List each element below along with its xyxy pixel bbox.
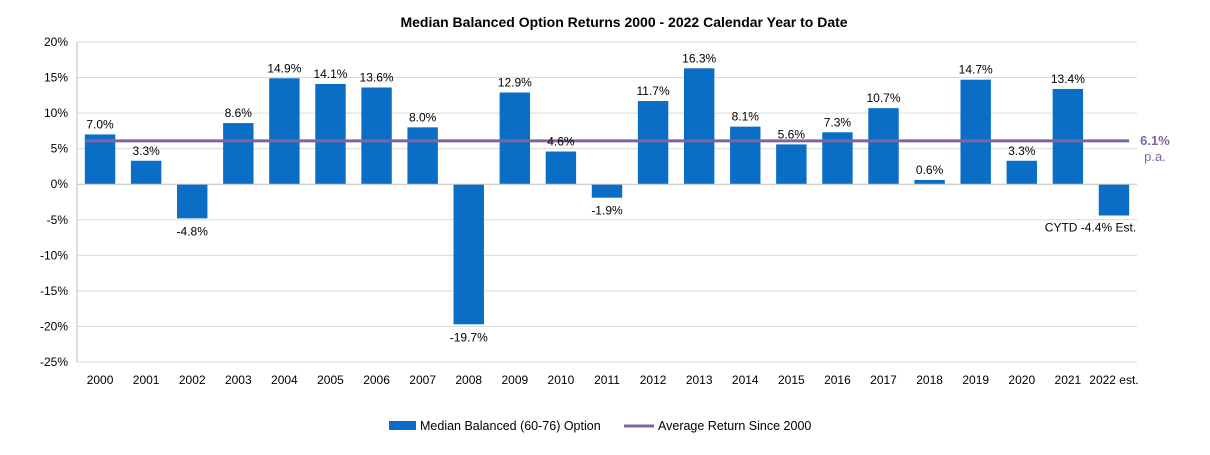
x-tick-label: 2002 [179, 373, 206, 387]
bar-value-label: 0.6% [916, 163, 944, 177]
x-tick-label: 2001 [133, 373, 160, 387]
x-tick-label: 2003 [225, 373, 252, 387]
bar-value-label: CYTD -4.4% Est. [1045, 221, 1136, 235]
bar-value-label: -4.8% [177, 224, 209, 238]
bar [453, 184, 484, 325]
average-line-group: 6.1%p.a. [84, 133, 1170, 164]
x-tick-label: 2021 [1055, 373, 1082, 387]
x-tick-label: 2017 [870, 373, 897, 387]
bar [315, 83, 346, 185]
bar [1006, 160, 1037, 185]
x-tick-label: 2019 [962, 373, 989, 387]
bar [130, 160, 162, 185]
bar-value-label: 14.7% [959, 63, 993, 77]
bar-value-label: 3.3% [1008, 144, 1036, 158]
x-tick-label: 2005 [317, 373, 344, 387]
bar-labels: 7.0% 3.3% -4.8% 8.6% 14.9% 14.1% 13.6% 8.0% -19.… [86, 51, 1136, 344]
bar-value-label: 14.9% [267, 61, 301, 75]
chart-title: Median Balanced Option Returns 2000 - 20… [400, 14, 847, 30]
x-tick-label: 2022 est. [1089, 373, 1138, 387]
bar-value-label: 8.1% [732, 110, 760, 124]
y-tick-label: -5% [47, 213, 69, 227]
x-tick-label: 2007 [409, 373, 436, 387]
bar [407, 127, 438, 185]
bar [499, 92, 531, 185]
bar [223, 123, 254, 185]
bar-value-label: 7.3% [824, 115, 852, 129]
x-tick-label: 2014 [732, 373, 759, 387]
average-unit-label: p.a. [1144, 149, 1166, 164]
bar-value-label: -1.9% [591, 204, 623, 218]
bar [683, 68, 715, 185]
x-tick-label: 2016 [824, 373, 851, 387]
bars-group [84, 68, 1130, 325]
bar-value-label: 10.7% [867, 91, 901, 105]
bar-value-label: 7.0% [86, 117, 114, 131]
bar-value-label: 13.6% [360, 71, 394, 85]
bar [84, 134, 116, 185]
bar-value-label: 5.6% [778, 127, 806, 141]
y-axis: 20% 15% 10% 5% 0% -5% -10% -15% -20% -25% [40, 35, 78, 369]
y-tick-label: 0% [51, 177, 69, 191]
bar [1098, 184, 1130, 216]
bar-value-label: 13.4% [1051, 72, 1085, 86]
bar-value-label: 3.3% [132, 144, 160, 158]
bar [637, 101, 669, 185]
x-tick-label: 2011 [594, 373, 620, 387]
x-tick-label: 2015 [778, 373, 805, 387]
average-value-label: 6.1% [1140, 133, 1170, 148]
bar [868, 108, 899, 185]
bar [545, 151, 577, 185]
bar-value-label: 8.0% [409, 110, 437, 124]
bar-value-label: 11.7% [637, 84, 670, 98]
x-tick-label: 2013 [686, 373, 713, 387]
x-tick-label: 2009 [501, 373, 528, 387]
y-tick-label: 15% [44, 71, 68, 85]
bar-value-label: 14.1% [313, 67, 347, 81]
x-axis: 2000 2001 2002 2003 2004 2005 2006 2007 2008 2009… [77, 183, 1139, 387]
x-tick-label: 2004 [271, 373, 298, 387]
bar-value-label: 12.9% [498, 75, 532, 89]
bar [960, 79, 991, 185]
bar-value-label: -19.7% [450, 330, 488, 344]
bar-value-label: 4.6% [547, 135, 575, 149]
y-tick-label: 20% [44, 35, 68, 49]
bar [591, 184, 623, 198]
legend: Median Balanced (60-76) Option Average R… [389, 419, 811, 433]
bar [730, 126, 761, 185]
y-tick-label: -25% [40, 355, 68, 369]
y-tick-label: 5% [51, 142, 69, 156]
x-tick-label: 2000 [87, 373, 114, 387]
x-tick-label: 2006 [363, 373, 390, 387]
x-tick-label: 2010 [548, 373, 575, 387]
y-tick-label: -15% [40, 284, 68, 298]
x-tick-label: 2018 [916, 373, 943, 387]
bar-value-label: 16.3% [682, 51, 716, 65]
grid-lines [77, 41, 1137, 363]
x-tick-label: 2020 [1008, 373, 1035, 387]
legend-bar-swatch [389, 421, 416, 430]
bar [776, 144, 807, 185]
legend-avg-line-label: Average Return Since 2000 [658, 419, 811, 433]
bar [914, 179, 945, 185]
x-tick-label: 2012 [640, 373, 667, 387]
x-tick-label: 2008 [455, 373, 482, 387]
bar [269, 78, 300, 185]
bar-value-label: 8.6% [225, 106, 253, 120]
y-tick-label: -10% [40, 248, 68, 262]
bar [361, 87, 392, 185]
y-tick-label: 10% [44, 106, 68, 120]
bar [1052, 88, 1084, 185]
bar [177, 184, 208, 219]
legend-bar-label: Median Balanced (60-76) Option [420, 419, 601, 433]
y-tick-label: -20% [40, 319, 68, 333]
